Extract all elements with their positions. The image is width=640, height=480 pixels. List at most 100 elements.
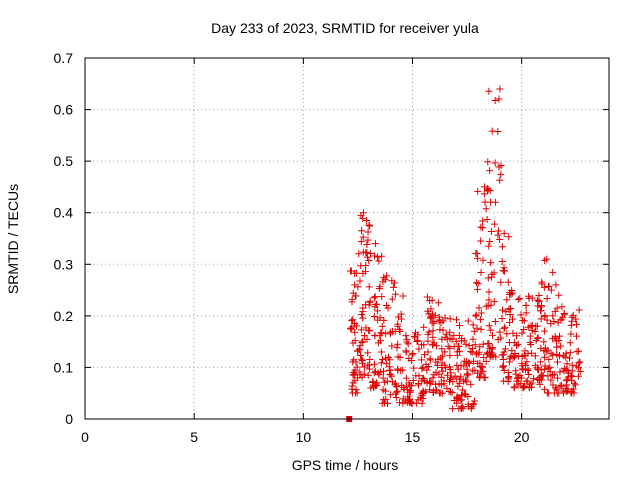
data-point: [499, 363, 507, 371]
data-point: [382, 354, 390, 362]
data-point: [432, 358, 440, 366]
data-point: [446, 315, 454, 323]
data-point: [474, 280, 482, 288]
data-point: [505, 358, 513, 366]
data-point: [352, 269, 360, 277]
data-point: [553, 358, 561, 366]
data-points: [346, 85, 584, 422]
data-point: [384, 304, 392, 312]
data-point: [516, 294, 524, 302]
data-point: [359, 337, 367, 345]
data-point: [505, 373, 513, 381]
data-point: [484, 274, 492, 282]
data-point: [388, 277, 396, 285]
data-point: [497, 278, 505, 286]
data-point: [456, 322, 464, 330]
y-tick-label: 0.5: [54, 153, 74, 169]
data-point: [484, 185, 492, 193]
data-point: [518, 329, 526, 337]
data-point: [396, 399, 404, 407]
data-point: [487, 228, 495, 236]
y-tick-label: 0.1: [54, 359, 74, 375]
data-point: [477, 325, 485, 333]
data-point: [469, 321, 477, 329]
data-point: [351, 377, 359, 385]
data-point: [372, 368, 380, 376]
data-point: [364, 349, 372, 357]
data-point: [506, 305, 514, 313]
data-point: [446, 352, 454, 360]
data-point: [503, 330, 511, 338]
data-point: [499, 362, 507, 370]
data-point: [510, 384, 518, 392]
data-point: [504, 278, 512, 286]
data-point: [483, 215, 491, 223]
data-point: [462, 376, 470, 384]
y-tick-label: 0.6: [54, 102, 74, 118]
data-point: [471, 341, 479, 349]
data-point: [354, 283, 362, 291]
data-point: [358, 227, 366, 235]
data-point: [457, 392, 465, 400]
data-point: [479, 256, 487, 264]
data-point: [500, 264, 508, 272]
data-point: [393, 344, 401, 352]
data-point: [527, 341, 535, 349]
data-point: [429, 374, 437, 382]
data-point: [418, 399, 426, 407]
data-point: [360, 332, 368, 340]
data-point: [496, 176, 504, 184]
data-point: [489, 331, 497, 339]
data-point: [473, 286, 481, 294]
data-point: [378, 252, 386, 260]
data-point: [410, 364, 418, 372]
data-point: [428, 313, 436, 321]
data-point: [397, 315, 405, 323]
data-point: [575, 364, 583, 372]
data-point: [423, 366, 431, 374]
data-point: [469, 367, 477, 375]
data-point: [549, 268, 557, 276]
data-point: [575, 306, 583, 314]
data-point: [498, 314, 506, 322]
data-point: [414, 331, 422, 339]
data-point: [541, 362, 549, 370]
data-point: [505, 233, 513, 241]
data-point: [396, 353, 404, 361]
data-point: [418, 365, 426, 373]
grid-lines: [85, 58, 609, 419]
data-point: [378, 329, 386, 337]
data-point: [555, 291, 563, 299]
data-point: [486, 353, 494, 361]
data-point: [474, 254, 482, 262]
data-point: [385, 366, 393, 374]
y-tick-label: 0.3: [54, 256, 74, 272]
data-point: [477, 237, 485, 245]
data-point: [522, 309, 530, 317]
data-point: [472, 279, 480, 287]
data-point: [464, 371, 472, 379]
data-point: [357, 262, 365, 270]
data-point: [508, 347, 516, 355]
data-point: [496, 328, 504, 336]
data-point: [500, 229, 508, 237]
data-point: [454, 382, 462, 390]
data-point: [549, 312, 557, 320]
data-point: [371, 293, 379, 301]
data-point: [349, 339, 357, 347]
data-point: [358, 355, 366, 363]
data-point: [459, 386, 467, 394]
data-point: [430, 388, 438, 396]
data-point: [409, 377, 417, 385]
data-point: [495, 227, 503, 235]
data-point: [405, 399, 413, 407]
data-point: [522, 302, 530, 310]
data-point: [453, 316, 461, 324]
data-point: [477, 223, 485, 231]
data-point: [424, 330, 432, 338]
data-point: [556, 332, 564, 340]
data-point: [484, 302, 492, 310]
data-point: [473, 324, 481, 332]
data-point: [521, 361, 529, 369]
data-point: [359, 359, 367, 367]
